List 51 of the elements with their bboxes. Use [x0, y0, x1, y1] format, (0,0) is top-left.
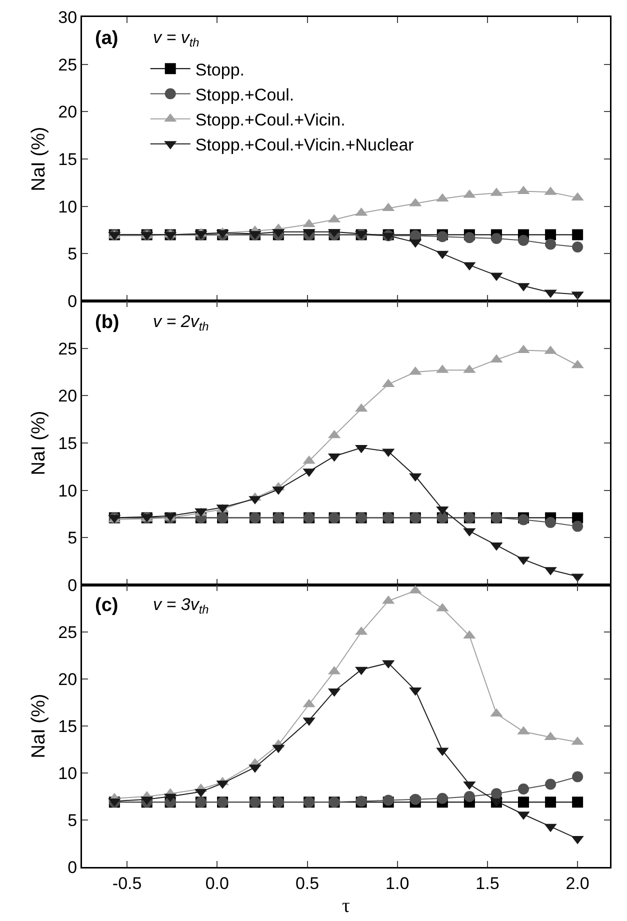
y-tick-label: 10 — [58, 481, 78, 500]
y-tick-label: 15 — [58, 150, 78, 169]
y-tick-label: 15 — [58, 434, 78, 453]
point — [464, 791, 475, 802]
x-tick-label: 0.5 — [295, 874, 320, 893]
y-axis-title: NaI (%) — [28, 126, 50, 192]
annotation: v = v$_{th}$ — [153, 28, 200, 50]
annotation: v = 2v$_{th}$ — [153, 312, 210, 334]
y-axis-title: NaI (%) — [28, 694, 50, 758]
legend-label: Stopp.+Coul.+Vicin. — [195, 110, 346, 130]
y-tick-label: 5 — [68, 528, 78, 548]
y-tick-label: 0 — [68, 858, 78, 877]
y-tick-label: 0 — [68, 292, 78, 311]
x-axis-title: τ — [342, 895, 350, 918]
legend-label: Stopp.+Coul. — [195, 85, 294, 104]
point — [545, 796, 556, 808]
x-tick-label: 1.5 — [476, 874, 500, 893]
point — [490, 788, 502, 800]
y-tick-label: 15 — [58, 716, 78, 736]
y-tick-label: 5 — [68, 244, 78, 264]
y-tick-label: 20 — [58, 102, 78, 122]
y-tick-label: 10 — [58, 197, 78, 216]
annotation: (b) — [95, 312, 120, 333]
y-tick-label: 30 — [58, 8, 78, 27]
point — [572, 796, 584, 808]
y-tick-label: 0 — [68, 576, 78, 595]
x-tick-label: -0.5 — [112, 874, 142, 893]
x-tick-label: 1.0 — [386, 874, 410, 893]
point — [518, 783, 529, 794]
point — [572, 520, 584, 532]
y-tick-label: 25 — [58, 55, 78, 74]
point — [410, 794, 421, 805]
point — [545, 517, 556, 528]
point — [518, 796, 529, 808]
point — [436, 792, 448, 804]
legend-label: Stopp. — [195, 60, 245, 80]
point — [572, 771, 584, 782]
y-tick-label: 20 — [58, 670, 78, 689]
x-tick-label: 0.0 — [205, 874, 229, 893]
y-axis-title: NaI (%) — [28, 410, 50, 476]
point — [545, 778, 556, 790]
y-tick-label: 20 — [58, 386, 78, 406]
annotation: (a) — [95, 28, 118, 49]
y-tick-label: 5 — [68, 810, 78, 830]
y-tick-label: 10 — [58, 764, 78, 783]
y-tick-label: 25 — [58, 339, 78, 358]
legend-label: Stopp.+Coul.+Vicin.+Nuclear — [195, 136, 414, 155]
y-tick-label: 25 — [58, 622, 78, 642]
x-tick-label: 2.0 — [566, 874, 590, 893]
annotation: (c) — [95, 595, 118, 616]
annotation: v = 3v$_{th}$ — [153, 595, 210, 617]
